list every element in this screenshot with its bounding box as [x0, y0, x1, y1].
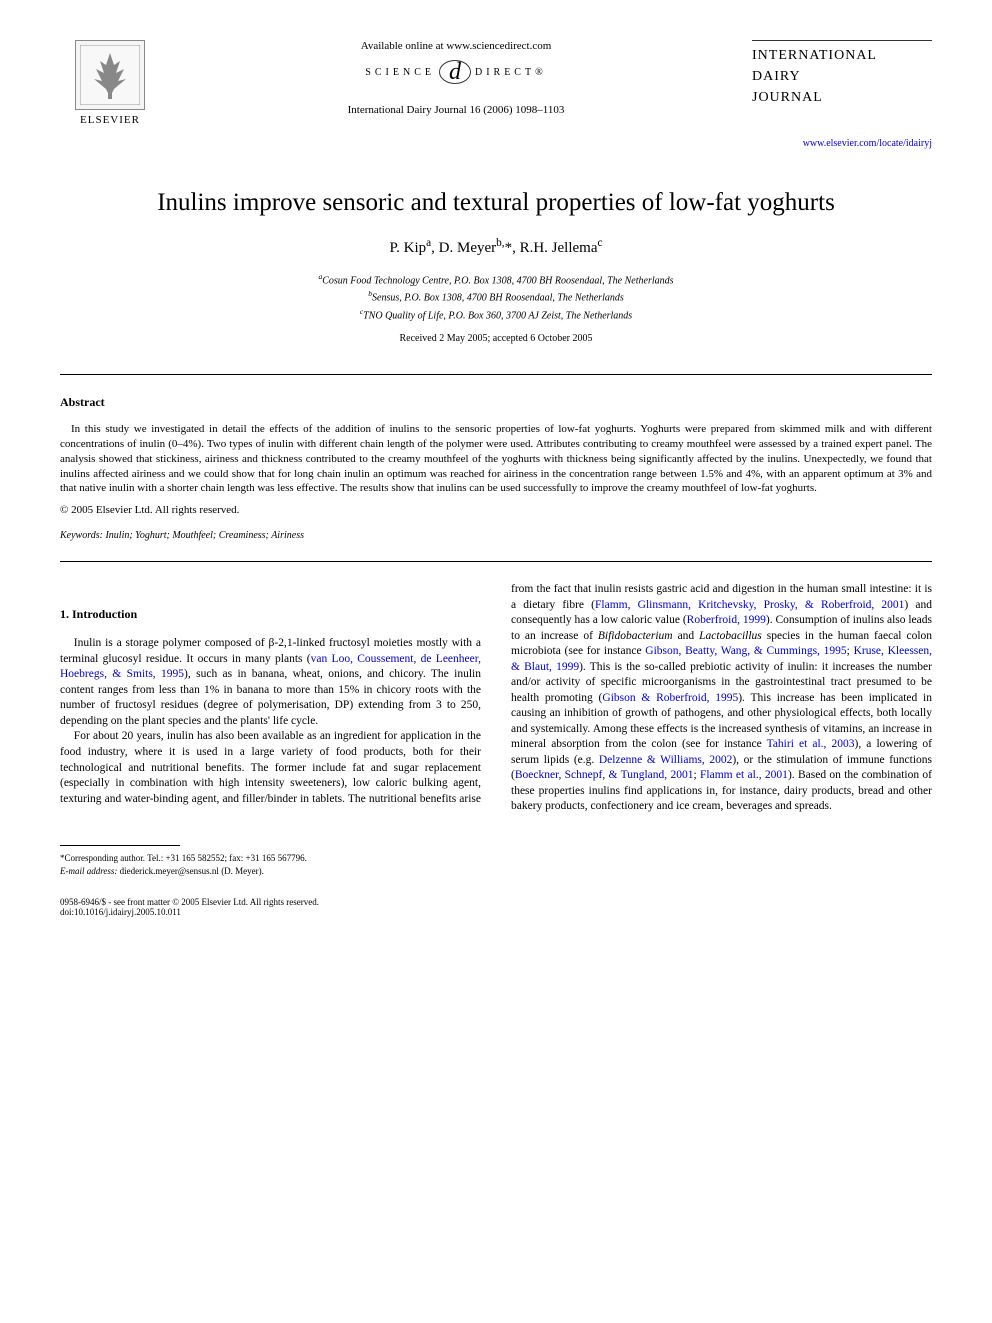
- intro-para-1: Inulin is a storage polymer composed of …: [60, 636, 481, 729]
- journal-citation: International Dairy Journal 16 (2006) 10…: [180, 104, 732, 116]
- affiliation-c: cTNO Quality of Life, P.O. Box 360, 3700…: [60, 306, 932, 323]
- divider-top: [60, 374, 932, 375]
- ref-delzenne-2002[interactable]: Delzenne & Williams, 2002: [599, 754, 732, 766]
- corresponding-author-footnote: *Corresponding author. Tel.: +31 165 582…: [60, 852, 932, 877]
- footer-issn: 0958-6946/$ - see front matter © 2005 El…: [60, 897, 932, 907]
- journal-name-l2: DAIRY: [752, 66, 932, 87]
- ref-flamm-2001[interactable]: Flamm, Glinsmann, Kritchevsky, Prosky, &…: [595, 599, 904, 611]
- elsevier-tree-icon: [75, 40, 145, 110]
- footnote-separator: [60, 845, 180, 846]
- footer-doi: doi:10.1016/j.idairyj.2005.10.011: [60, 907, 932, 917]
- section-1-heading: 1. Introduction: [60, 606, 481, 622]
- divider-bottom: [60, 561, 932, 562]
- ref-gibson-1995[interactable]: Gibson, Beatty, Wang, & Cummings, 1995: [645, 645, 846, 657]
- abstract-text: In this study we investigated in detail …: [60, 422, 932, 496]
- keywords-list: Inulin; Yoghurt; Mouthfeel; Creaminess; …: [105, 530, 304, 541]
- journal-url-link[interactable]: www.elsevier.com/locate/idairyj: [752, 138, 932, 149]
- center-header: Available online at www.sciencedirect.co…: [160, 40, 752, 116]
- email-name: (D. Meyer).: [221, 866, 264, 876]
- authors: P. Kipa, D. Meyerb,*, R.H. Jellemac: [60, 237, 932, 257]
- species-lacto: Lactobacillus: [699, 630, 762, 642]
- abstract-heading: Abstract: [60, 395, 932, 410]
- ref-gibson-roberfroid-1995[interactable]: Gibson & Roberfroid, 1995: [602, 692, 738, 704]
- affiliations: aCosun Food Technology Centre, P.O. Box …: [60, 271, 932, 323]
- footer: 0958-6946/$ - see front matter © 2005 El…: [60, 897, 932, 917]
- ref-flamm-etal-2001[interactable]: Flamm et al., 2001: [700, 769, 788, 781]
- journal-block: INTERNATIONAL DAIRY JOURNAL www.elsevier…: [752, 40, 932, 149]
- corresponding-tel: *Corresponding author. Tel.: +31 165 582…: [60, 852, 932, 865]
- science-direct-logo: SCIENCE d DIRECT®: [180, 60, 732, 84]
- corresponding-email-row: E-mail address: diederick.meyer@sensus.n…: [60, 865, 932, 878]
- sd-at-icon: d: [439, 60, 471, 84]
- email-label: E-mail address:: [60, 866, 117, 876]
- ref-roberfroid-1999[interactable]: Roberfroid, 1999: [687, 614, 766, 626]
- sd-right: DIRECT®: [475, 67, 547, 78]
- article-dates: Received 2 May 2005; accepted 6 October …: [60, 333, 932, 344]
- affiliation-a: aCosun Food Technology Centre, P.O. Box …: [60, 271, 932, 288]
- species-bifido: Bifidobacterium: [598, 630, 673, 642]
- publisher-name: ELSEVIER: [80, 114, 140, 126]
- ref-boeckner-2001[interactable]: Boeckner, Schnepf, & Tungland, 2001: [515, 769, 694, 781]
- sd-left: SCIENCE: [365, 67, 435, 78]
- abstract-copyright: © 2005 Elsevier Ltd. All rights reserved…: [60, 504, 932, 516]
- journal-name: INTERNATIONAL DAIRY JOURNAL: [752, 40, 932, 108]
- publisher-block: ELSEVIER: [60, 40, 160, 126]
- article-title: Inulins improve sensoric and textural pr…: [60, 189, 932, 217]
- ref-tahiri-2003[interactable]: Tahiri et al., 2003: [767, 738, 855, 750]
- keywords-label: Keywords:: [60, 530, 103, 541]
- journal-name-l1: INTERNATIONAL: [752, 45, 932, 66]
- keywords-row: Keywords: Inulin; Yoghurt; Mouthfeel; Cr…: [60, 530, 932, 541]
- affiliation-b: bSensus, P.O. Box 1308, 4700 BH Roosenda…: [60, 288, 932, 305]
- body-columns: 1. Introduction Inulin is a storage poly…: [60, 582, 932, 815]
- available-online-text: Available online at www.sciencedirect.co…: [180, 40, 732, 52]
- header-row: ELSEVIER Available online at www.science…: [60, 40, 932, 149]
- email-address[interactable]: diederick.meyer@sensus.nl: [120, 866, 219, 876]
- journal-name-l3: JOURNAL: [752, 87, 932, 108]
